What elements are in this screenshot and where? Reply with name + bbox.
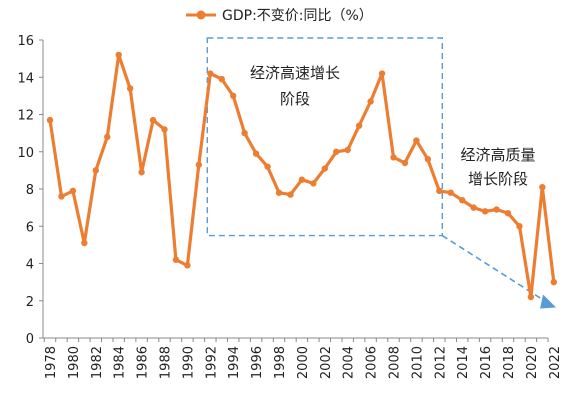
gdp-data-point (275, 189, 283, 196)
x-tick-label: 2016 (479, 346, 494, 379)
gdp-data-point (310, 180, 317, 187)
x-tick-label: 2002 (319, 346, 334, 379)
gdp-data-point (447, 189, 454, 196)
gdp-data-point (298, 176, 306, 183)
y-tick-label: 6 (26, 220, 34, 235)
x-tick-label: 2008 (388, 346, 403, 379)
gdp-data-point (161, 126, 168, 133)
gdp-data-point (516, 223, 523, 230)
x-tick-label: 1984 (113, 346, 128, 379)
y-tick-label: 14 (17, 71, 34, 86)
y-tick-label: 8 (26, 183, 34, 198)
gdp-data-point (550, 278, 557, 286)
gdp-data-point (424, 156, 432, 163)
gdp-data-point (241, 129, 248, 137)
gdp-data-point (46, 116, 54, 124)
y-tick-label: 12 (17, 109, 34, 124)
legend-swatch-marker (196, 10, 206, 20)
gdp-data-point (138, 169, 145, 176)
gdp-data-point (344, 146, 351, 154)
x-tick-label: 2006 (365, 346, 380, 379)
y-tick-label: 16 (17, 34, 34, 49)
gdp-data-point (207, 70, 214, 77)
gdp-data-point (264, 163, 271, 170)
gdp-data-point (470, 204, 477, 211)
x-tick-label: 1980 (67, 346, 82, 379)
x-tick-label: 1998 (273, 346, 288, 379)
y-tick-label: 2 (26, 295, 34, 310)
x-tick-label: 1994 (227, 346, 242, 379)
quality-growth-arrow-line (441, 234, 545, 302)
y-tick-label: 0 (26, 332, 34, 347)
x-tick-label: 1988 (159, 346, 174, 379)
gdp-data-point (104, 133, 111, 141)
gdp-data-point (126, 85, 134, 92)
gdp-data-point (230, 92, 237, 100)
annotation-layer (206, 37, 557, 309)
y-axis: 0 2 4 6 8 10 12 14 16 (17, 34, 44, 347)
gdp-data-point (539, 183, 546, 191)
x-tick-label: 2010 (410, 346, 425, 379)
y-tick-label: 4 (26, 258, 34, 273)
gdp-data-point (81, 239, 88, 247)
gdp-data-point (333, 148, 340, 155)
gdp-data-point (355, 122, 363, 129)
x-tick-label: 2020 (525, 346, 540, 379)
x-tick-label: 2022 (548, 346, 563, 379)
annotation-quality-growth-line1: 经济高质量 (460, 146, 535, 164)
gdp-data-point (459, 196, 466, 204)
gdp-data-point (378, 70, 386, 77)
gdp-data-point (172, 256, 180, 263)
gdp-data-point (58, 193, 65, 200)
gdp-data-point (195, 161, 203, 168)
gdp-data-point (481, 208, 489, 215)
x-tick-label: 2018 (502, 346, 517, 379)
gdp-data-point (436, 187, 443, 195)
x-tick-label: 1990 (181, 346, 196, 379)
gdp-data-point (401, 159, 409, 167)
x-tick-label: 2004 (342, 346, 357, 379)
x-tick-label: 1986 (136, 346, 151, 379)
x-axis: 1978 1980 1982 1984 1986 1988 1990 1992 1994 1996… (43, 337, 563, 379)
x-tick-label: 1996 (250, 346, 265, 379)
gdp-data-point (390, 154, 397, 161)
annotation-rapid-growth-line2: 阶段 (280, 90, 310, 108)
gdp-data-point (218, 75, 225, 83)
annotation-quality-growth-line2: 增长阶段 (468, 170, 528, 188)
gdp-data-point (413, 137, 420, 144)
y-tick-label: 10 (17, 146, 34, 161)
rapid-growth-dashed-box (206, 37, 444, 237)
gdp-data-point (115, 51, 122, 59)
gdp-data-point (149, 116, 157, 124)
x-tick-label: 1978 (44, 346, 59, 379)
quality-growth-arrow-head (540, 294, 557, 309)
gdp-data-point (367, 98, 374, 105)
gdp-data-point (527, 293, 535, 301)
gdp-data-point (69, 187, 77, 195)
x-tick-label: 2014 (456, 346, 471, 379)
gdp-data-point (92, 167, 100, 174)
legend: GDP:不变价:同比（%） (186, 8, 373, 24)
gdp-data-point (184, 262, 191, 269)
x-tick-label: 1982 (90, 346, 105, 379)
gdp-data-point (321, 165, 328, 172)
gdp-data-point (493, 206, 500, 213)
gdp-data-point (287, 191, 294, 198)
annotation-rapid-growth-line1: 经济高速增长 (250, 64, 340, 82)
series-layer (46, 51, 557, 301)
x-tick-label: 2012 (433, 346, 448, 379)
x-tick-label: 2000 (296, 346, 311, 379)
gdp-data-point (252, 150, 260, 157)
legend-label: GDP:不变价:同比（%） (222, 8, 373, 24)
gdp-data-point (504, 210, 512, 217)
x-tick-label: 1992 (204, 346, 219, 379)
